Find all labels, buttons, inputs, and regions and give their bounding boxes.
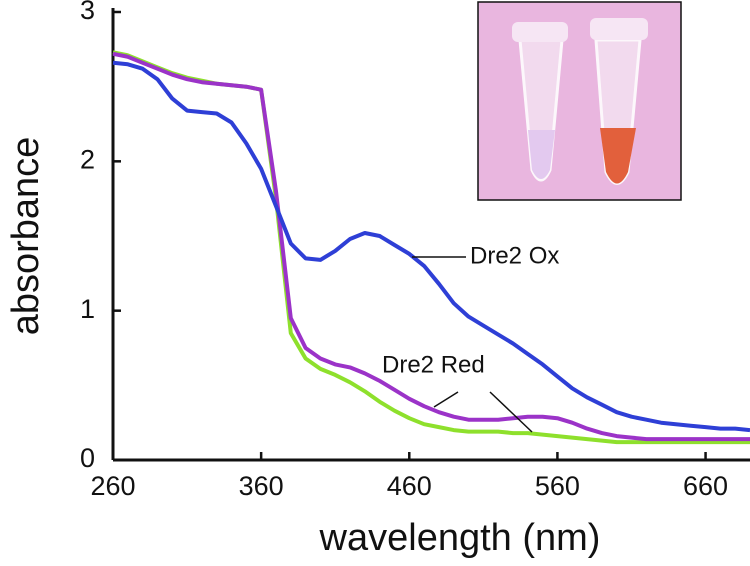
x-tick-label: 460 xyxy=(387,471,432,501)
series-line xyxy=(112,51,750,442)
y-tick-label: 1 xyxy=(80,294,95,324)
x-tick-label: 260 xyxy=(90,471,135,501)
y-tick-label: 3 xyxy=(80,0,95,25)
x-tick-label: 560 xyxy=(535,471,580,501)
annotation-pointer xyxy=(489,391,533,433)
y-tick-label: 0 xyxy=(80,443,95,473)
inset-photo xyxy=(477,1,682,201)
annotation: Dre2 Red xyxy=(382,351,485,378)
y-axis-title: absorbance xyxy=(5,137,47,336)
x-axis-title: wavelength (nm) xyxy=(319,517,601,559)
annotation-pointer xyxy=(433,391,459,408)
annotation: Dre2 Ox xyxy=(470,242,559,269)
x-tick-label: 360 xyxy=(239,471,284,501)
x-tick-label: 660 xyxy=(683,471,728,501)
series-line xyxy=(112,60,750,433)
y-tick-label: 2 xyxy=(80,144,95,174)
